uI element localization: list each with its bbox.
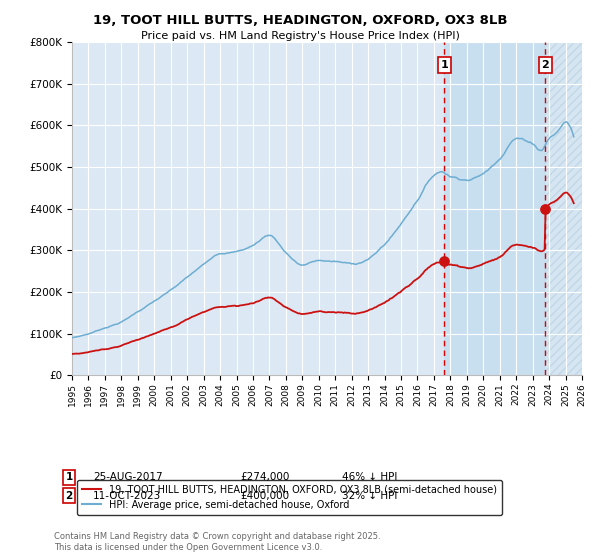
Bar bbox=[545, 42, 582, 375]
Bar bbox=[445, 42, 545, 375]
Text: Price paid vs. HM Land Registry's House Price Index (HPI): Price paid vs. HM Land Registry's House … bbox=[140, 31, 460, 41]
Text: 25-AUG-2017: 25-AUG-2017 bbox=[93, 472, 163, 482]
Text: Contains HM Land Registry data © Crown copyright and database right 2025.
This d: Contains HM Land Registry data © Crown c… bbox=[54, 532, 380, 552]
Legend: 19, TOOT HILL BUTTS, HEADINGTON, OXFORD, OX3 8LB (semi-detached house), HPI: Ave: 19, TOOT HILL BUTTS, HEADINGTON, OXFORD,… bbox=[77, 480, 502, 515]
Text: 19, TOOT HILL BUTTS, HEADINGTON, OXFORD, OX3 8LB: 19, TOOT HILL BUTTS, HEADINGTON, OXFORD,… bbox=[93, 14, 507, 27]
Text: £400,000: £400,000 bbox=[240, 491, 289, 501]
Text: 32% ↓ HPI: 32% ↓ HPI bbox=[342, 491, 397, 501]
Text: £274,000: £274,000 bbox=[240, 472, 289, 482]
Point bbox=[541, 204, 550, 213]
Text: 2: 2 bbox=[542, 60, 550, 70]
Text: 11-OCT-2023: 11-OCT-2023 bbox=[93, 491, 161, 501]
Text: 1: 1 bbox=[65, 472, 73, 482]
Text: 1: 1 bbox=[440, 60, 448, 70]
Text: 2: 2 bbox=[65, 491, 73, 501]
Text: 46% ↓ HPI: 46% ↓ HPI bbox=[342, 472, 397, 482]
Point bbox=[440, 256, 449, 265]
